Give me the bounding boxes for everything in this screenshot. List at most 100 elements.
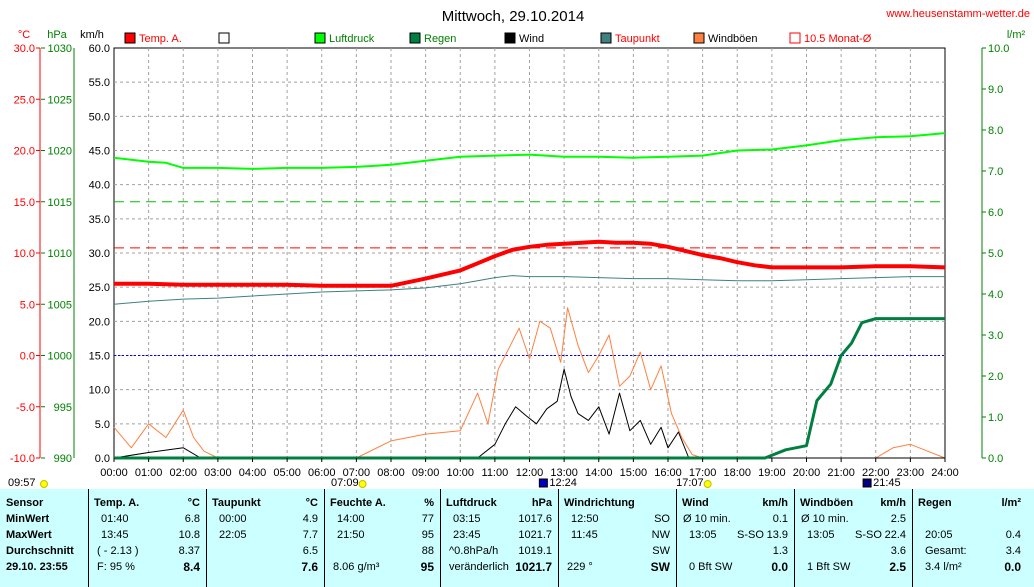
pressure-tick-label: 1000 (48, 351, 72, 363)
dir-head: Windrichtung (564, 497, 635, 509)
legend-swatch (600, 32, 612, 44)
x-tick-label: 10:00 (446, 467, 474, 479)
gust-now-val: 2.5 (889, 560, 906, 574)
rain-tick-label: 3.0 (988, 330, 1003, 342)
hum-max-val: 95 (421, 529, 434, 541)
x-tick-label: 24:00 (931, 467, 959, 479)
table-col-temp: Temp. A. °C 01:40 6.8 13:45 10.8 ( - 2.1… (89, 489, 207, 587)
hum-min-val: 77 (421, 513, 434, 525)
wind-tick-label: 10.0 (89, 385, 110, 397)
weather-chart: 00:00 01:00 02:00 03:00 04:00 05:00 06:00 07:00… (8, 8, 1030, 489)
legend-label: Taupunkt (615, 33, 660, 45)
label-sensor: Sensor (6, 497, 44, 509)
axis-unit-wind: km/h (80, 29, 104, 41)
x-tick-label: 07:00 (343, 467, 371, 479)
dir-min-time: 12:50 (571, 513, 599, 525)
legend-swatch (693, 32, 705, 44)
rain-avg-val: 3.4 (1005, 545, 1021, 557)
temp-head: Temp. A. (94, 497, 140, 509)
temp-tick-label: 5.0 (20, 299, 35, 311)
x-tick-label: 19:00 (758, 467, 786, 479)
rain-tick-label: 1.0 (988, 412, 1003, 424)
label-max: MaxWert (6, 529, 52, 541)
sunrise-icon (358, 480, 367, 488)
dew-now-val: 7.6 (301, 560, 318, 574)
noon-label: 12:24 (549, 477, 577, 489)
wind-tick-label: 60.0 (89, 43, 110, 55)
pressure-tick-label: 1025 (48, 94, 72, 106)
pressure-tick-label: 1020 (48, 146, 72, 158)
legend-swatch (314, 32, 326, 44)
sun-icon (40, 480, 48, 488)
wind-tick-label: 45.0 (89, 146, 110, 158)
sunrise-label: 07:09 (331, 477, 359, 489)
rain-tick-label: 5.0 (988, 248, 1003, 260)
hum-head: Feuchte A. (330, 497, 386, 509)
wind-now-note: 0 Bft SW (689, 561, 733, 573)
rain-tick-label: 10.0 (988, 43, 1009, 55)
rain-now-note: 3.4 l/m² (925, 561, 962, 573)
temp-tick-label: 25.0 (14, 94, 35, 106)
legend-label: Regen (424, 33, 456, 45)
dir-now-note: 229 ° (567, 561, 593, 573)
temp-tick-label: 20.0 (14, 146, 35, 158)
wind-max-dir: S-SO (737, 529, 764, 541)
dew-head: Taupunkt (212, 497, 261, 509)
rain-max-val: 0.4 (1005, 529, 1021, 541)
temp-tick-label: 30.0 (14, 43, 35, 55)
x-tick-label: 16:00 (654, 467, 682, 479)
rain-unit: l/m² (1001, 497, 1021, 509)
temp-avg-val: 8.37 (178, 545, 200, 557)
moon-label: 21:45 (873, 477, 901, 489)
legend-swatch (124, 32, 136, 44)
temp-tick-label: 15.0 (14, 197, 35, 209)
dew-max-time: 22:05 (219, 529, 247, 541)
rain-tick-label: 2.0 (988, 371, 1003, 383)
axis-unit-temp: °C (18, 29, 30, 41)
wind-head: Wind (682, 497, 709, 509)
hum-avg-val: 88 (421, 545, 434, 557)
rain-head: Regen (918, 497, 952, 509)
x-tick-label: 04:00 (239, 467, 267, 479)
x-tick-label: 20:00 (793, 467, 821, 479)
rain-tick-label: 8.0 (988, 125, 1003, 137)
wind-min-val: 0.1 (772, 513, 788, 525)
dew-avg-val: 6.5 (302, 545, 318, 557)
x-tick-label: 11:00 (482, 467, 509, 479)
rain-avg-note: Gesamt: (925, 545, 967, 557)
prev-day-marker: 09:57 (8, 477, 36, 489)
wind-min-time: Ø 10 min. (683, 513, 731, 525)
hum-max-time: 21:50 (337, 529, 365, 541)
x-tick-label: 08:00 (377, 467, 405, 479)
x-tick-label: 05:00 (273, 467, 301, 479)
rain-tick-label: 6.0 (988, 207, 1003, 219)
chart-title: Mittwoch, 29.10.2014 (442, 8, 585, 25)
wind-tick-label: 0.0 (95, 453, 110, 465)
gust-max-val: 22.4 (884, 529, 906, 541)
gust-min-time: Ø 10 min. (801, 513, 849, 525)
press-max-time: 23:45 (453, 529, 481, 541)
wind-tick-label: 40.0 (89, 180, 110, 192)
legend-label: Temp. A. (139, 33, 182, 45)
temp-min-time: 01:40 (101, 513, 129, 525)
legend-swatch (789, 32, 801, 44)
legend-label: Windböen (708, 33, 758, 45)
x-tick-label: 03:00 (204, 467, 232, 479)
x-tick-label: 01:00 (135, 467, 163, 479)
temp-tick-label: 10.0 (14, 248, 35, 260)
pressure-tick-label: 1015 (48, 197, 72, 209)
table-col-dir: Windrichtung 12:50 SO 11:45 NW SW 229 ° … (559, 489, 677, 587)
x-tick-label: 00:00 (100, 467, 128, 479)
wind-tick-label: 15.0 (89, 351, 110, 363)
dir-avg-val: SW (652, 545, 670, 557)
dew-min-val: 4.9 (302, 513, 318, 525)
series-luftdruck (113, 132, 946, 170)
legend-swatch (409, 32, 421, 44)
x-tick-label: 13:00 (550, 467, 578, 479)
x-tick-label: 21:00 (827, 467, 855, 479)
x-tick-label: 12:00 (516, 467, 544, 479)
wind-tick-label: 55.0 (89, 77, 110, 89)
press-avg-val: 1019.1 (518, 545, 552, 557)
series-windb-en (113, 307, 946, 459)
temp-tick-label: -10.0 (10, 453, 35, 465)
